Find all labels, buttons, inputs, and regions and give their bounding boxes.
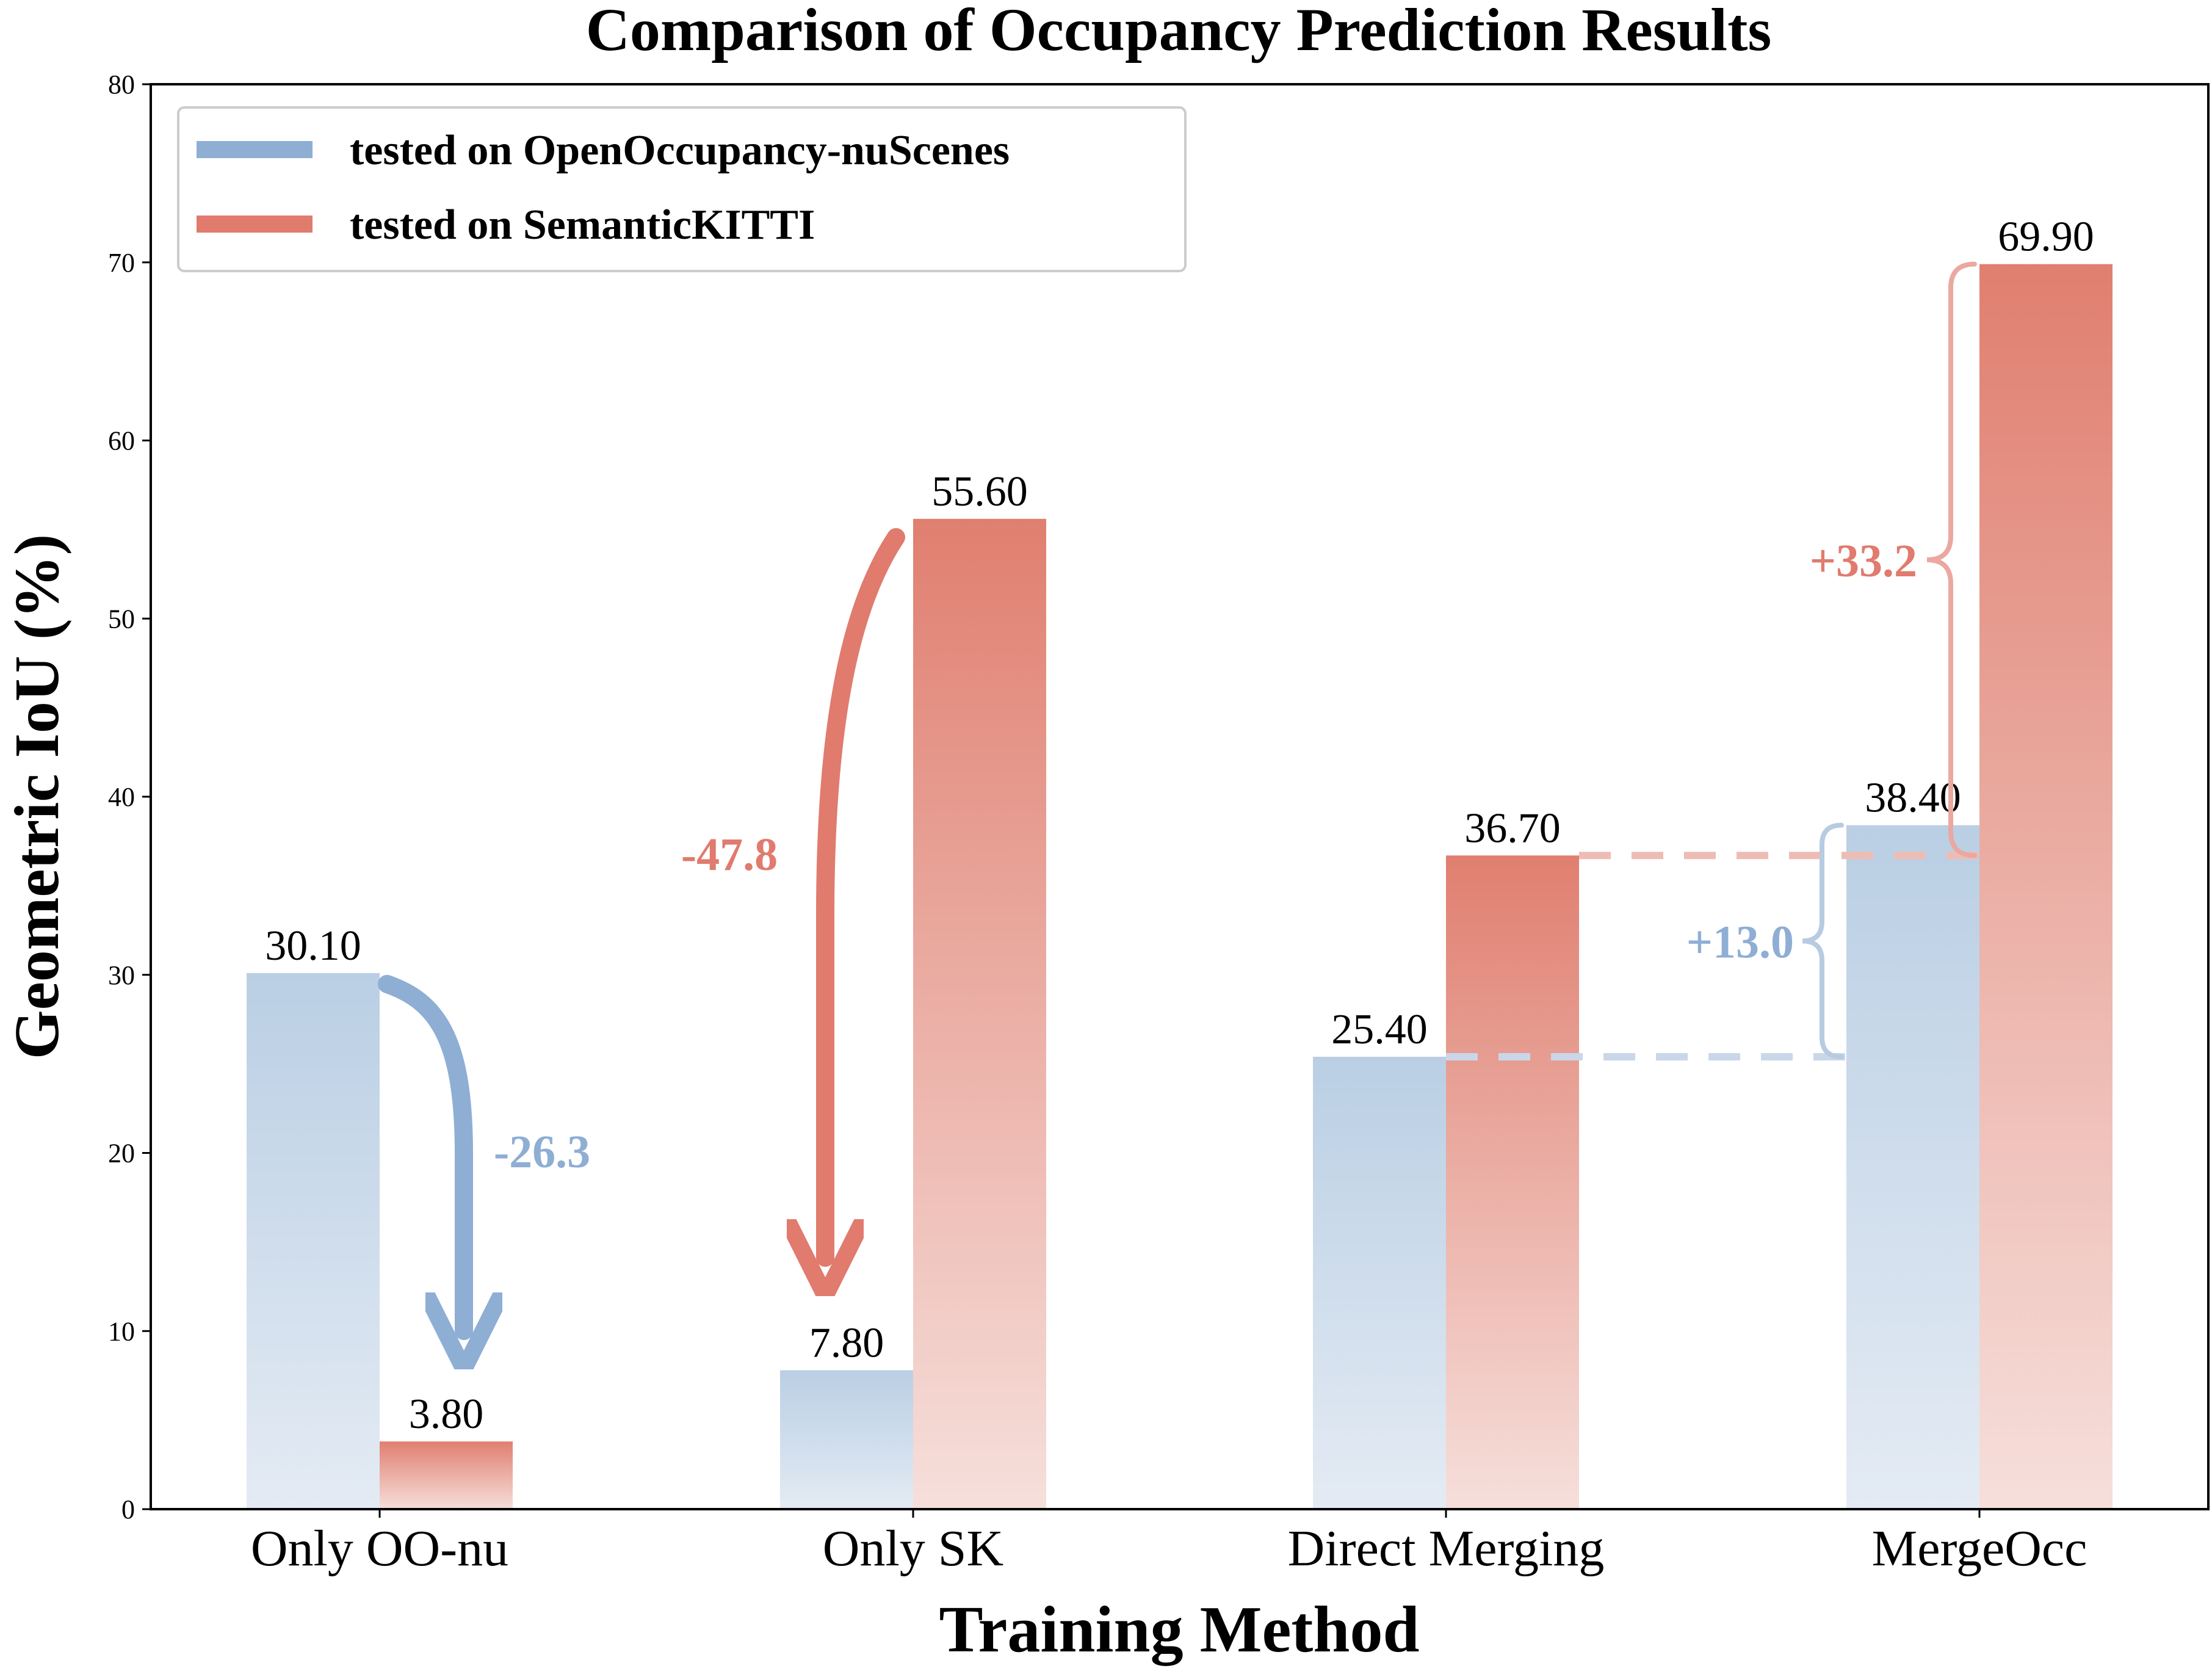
x-tick-label: Only OO-nu	[251, 1520, 508, 1577]
increase-brace	[1926, 261, 1977, 858]
bar	[1313, 1056, 1446, 1509]
chart-title: Comparison of Occupancy Prediction Resul…	[586, 0, 1772, 63]
data-label: 25.40	[1331, 1006, 1428, 1053]
legend-label: tested on OpenOccupancy-nuScenes	[350, 127, 1010, 174]
data-label: 69.90	[1998, 214, 2094, 261]
y-axis-title: Geometric IoU (%)	[2, 534, 72, 1060]
annotation-label: +33.2	[1810, 535, 1917, 587]
y-tick-label: 80	[108, 70, 135, 100]
legend-label: tested on SemanticKITTI	[350, 201, 815, 248]
y-tick-label: 70	[108, 248, 135, 278]
bar	[780, 1370, 913, 1509]
y-tick-label: 0	[121, 1495, 135, 1524]
y-tick-label: 30	[108, 960, 135, 990]
bars-layer: 30.10 7.80 25.40 38.40 3.80 55.60 36.70 69.90	[247, 214, 2113, 1510]
x-axis-title: Training Method	[939, 1593, 1419, 1666]
bar	[380, 1441, 513, 1509]
y-tick-label: 20	[108, 1139, 135, 1169]
legend: tested on OpenOccupancy-nuScenes tested o…	[177, 106, 1187, 272]
x-tick-label: Direct Merging	[1288, 1520, 1605, 1577]
data-label: 30.10	[265, 922, 361, 969]
data-label: 3.80	[409, 1391, 484, 1438]
bar	[1446, 855, 1579, 1509]
annotations-layer: -26.3 -47.8 +13.0 +33.2	[378, 261, 1979, 1331]
bar	[913, 518, 1046, 1509]
data-label: 38.40	[1865, 775, 1961, 822]
x-tick-label: MergeOcc	[1872, 1520, 2087, 1577]
y-tick-label: 50	[108, 604, 135, 634]
annotation-label: +13.0	[1686, 916, 1794, 968]
data-label: 7.80	[809, 1319, 884, 1366]
data-label: 55.60	[931, 468, 1028, 515]
decrease-arrow	[378, 974, 464, 1331]
legend-frame	[177, 106, 1187, 272]
increase-brace	[1802, 822, 1844, 1059]
data-label: 36.70	[1464, 805, 1561, 852]
decrease-arrow	[825, 528, 905, 1258]
bar	[247, 973, 380, 1509]
y-tick-label: 40	[108, 782, 135, 812]
x-axis: Only OO-nu Only SK Direct Merging MergeOcc	[251, 1509, 2087, 1577]
bar	[1979, 264, 2113, 1510]
y-tick-label: 60	[108, 426, 135, 456]
y-tick-label: 10	[108, 1316, 135, 1346]
x-tick-label: Only SK	[823, 1520, 1003, 1577]
bar	[1846, 825, 1979, 1509]
annotation-label: -47.8	[681, 829, 778, 880]
y-axis: 0 10 20 30 40 50 60 70 80	[108, 70, 151, 1524]
annotation-label: -26.3	[494, 1126, 590, 1178]
